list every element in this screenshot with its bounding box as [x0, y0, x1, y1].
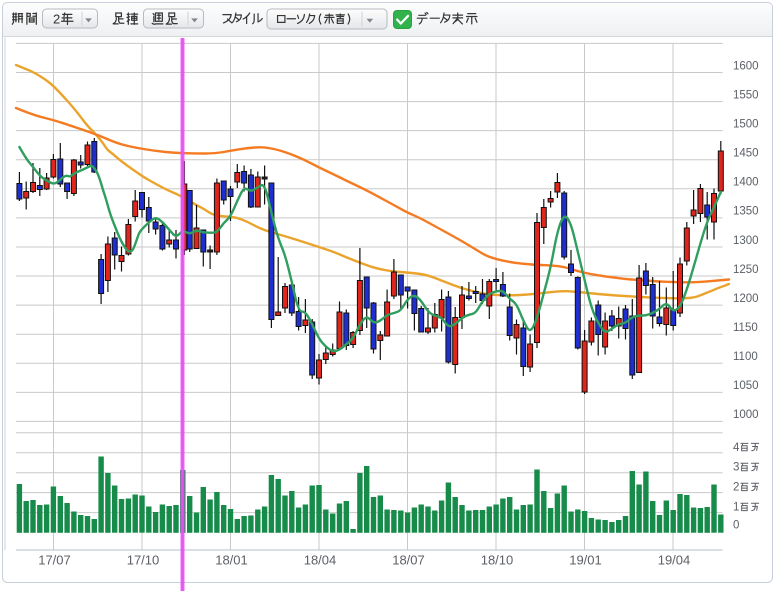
- svg-text:4: 4: [733, 442, 740, 454]
- svg-text:1: 1: [733, 502, 739, 514]
- svg-text:18/07: 18/07: [392, 553, 425, 568]
- svg-text:3: 3: [733, 462, 739, 474]
- svg-text:1400: 1400: [733, 177, 759, 189]
- svg-text:17/07: 17/07: [38, 553, 71, 568]
- svg-text:18/04: 18/04: [304, 553, 337, 568]
- svg-text:1050: 1050: [733, 380, 759, 392]
- svg-text:1550: 1550: [733, 89, 759, 101]
- svg-text:1350: 1350: [733, 206, 759, 218]
- svg-text:1500: 1500: [733, 118, 759, 130]
- svg-text:1250: 1250: [733, 264, 759, 276]
- svg-text:1000: 1000: [733, 409, 759, 421]
- svg-text:18/10: 18/10: [481, 553, 514, 568]
- svg-text:0: 0: [733, 519, 739, 531]
- svg-text:1100: 1100: [733, 351, 758, 363]
- svg-text:1600: 1600: [733, 60, 759, 72]
- svg-text:1150: 1150: [733, 322, 758, 334]
- svg-text:18/01: 18/01: [215, 553, 248, 568]
- svg-text:1300: 1300: [733, 235, 759, 247]
- svg-text:1450: 1450: [733, 148, 759, 160]
- svg-text:2: 2: [733, 482, 739, 494]
- svg-text:2: 2: [53, 11, 60, 26]
- svg-text:1200: 1200: [733, 293, 759, 305]
- svg-text:19/04: 19/04: [658, 553, 691, 568]
- svg-text:19/01: 19/01: [569, 553, 602, 568]
- svg-text:17/10: 17/10: [127, 553, 160, 568]
